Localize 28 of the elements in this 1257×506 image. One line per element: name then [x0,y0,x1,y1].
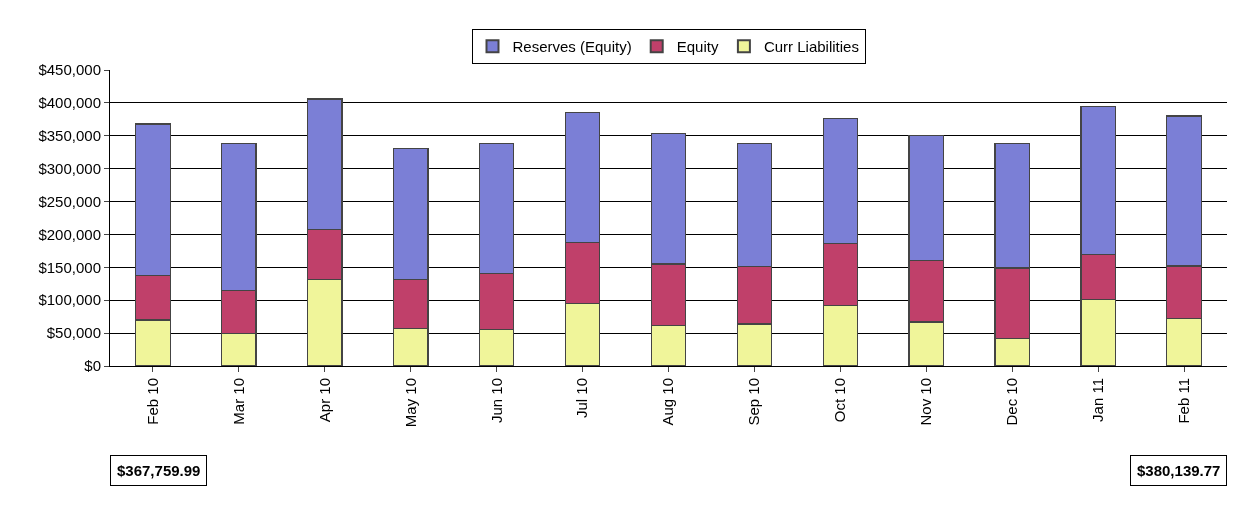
text: $380,139.77 [1137,462,1221,479]
y-tick-label: $400,000 [38,94,101,112]
legend-label: Equity [676,38,719,56]
x-tick-label: Aug 10 [659,378,677,426]
x-tick-label: Feb 11 [1174,378,1192,424]
x-tick-label: Dec 10 [1003,378,1021,426]
x-tick-label: Jun 10 [487,378,505,424]
y-tick-label: $200,000 [38,225,101,243]
x-tick-label: Feb 10 [143,378,161,425]
y-tick-label: $450,000 [38,61,101,79]
legend-label: Curr Liabilities [763,38,859,56]
x-tick-label: Sep 10 [745,378,763,426]
x-tick-label: Mar 10 [229,378,247,425]
y-tick-label: $300,000 [38,159,101,177]
legend-label: Reserves (Equity) [512,38,632,56]
x-tick-label: Apr 10 [315,378,333,423]
x-tick-label: Oct 10 [831,378,849,423]
y-tick-label: $250,000 [38,192,101,210]
y-tick-label: $0 [84,357,101,375]
y-tick-label: $100,000 [38,291,101,309]
x-tick-label: Jul 10 [573,378,591,419]
text: $367,759.99 [117,462,201,479]
y-tick-label: $350,000 [38,127,101,145]
x-tick-label: Jan 11 [1088,378,1106,422]
y-tick-label: $50,000 [46,324,101,342]
x-tick-label: May 10 [401,378,419,428]
x-tick-label: Nov 10 [917,378,935,426]
y-tick-label: $150,000 [38,258,101,276]
